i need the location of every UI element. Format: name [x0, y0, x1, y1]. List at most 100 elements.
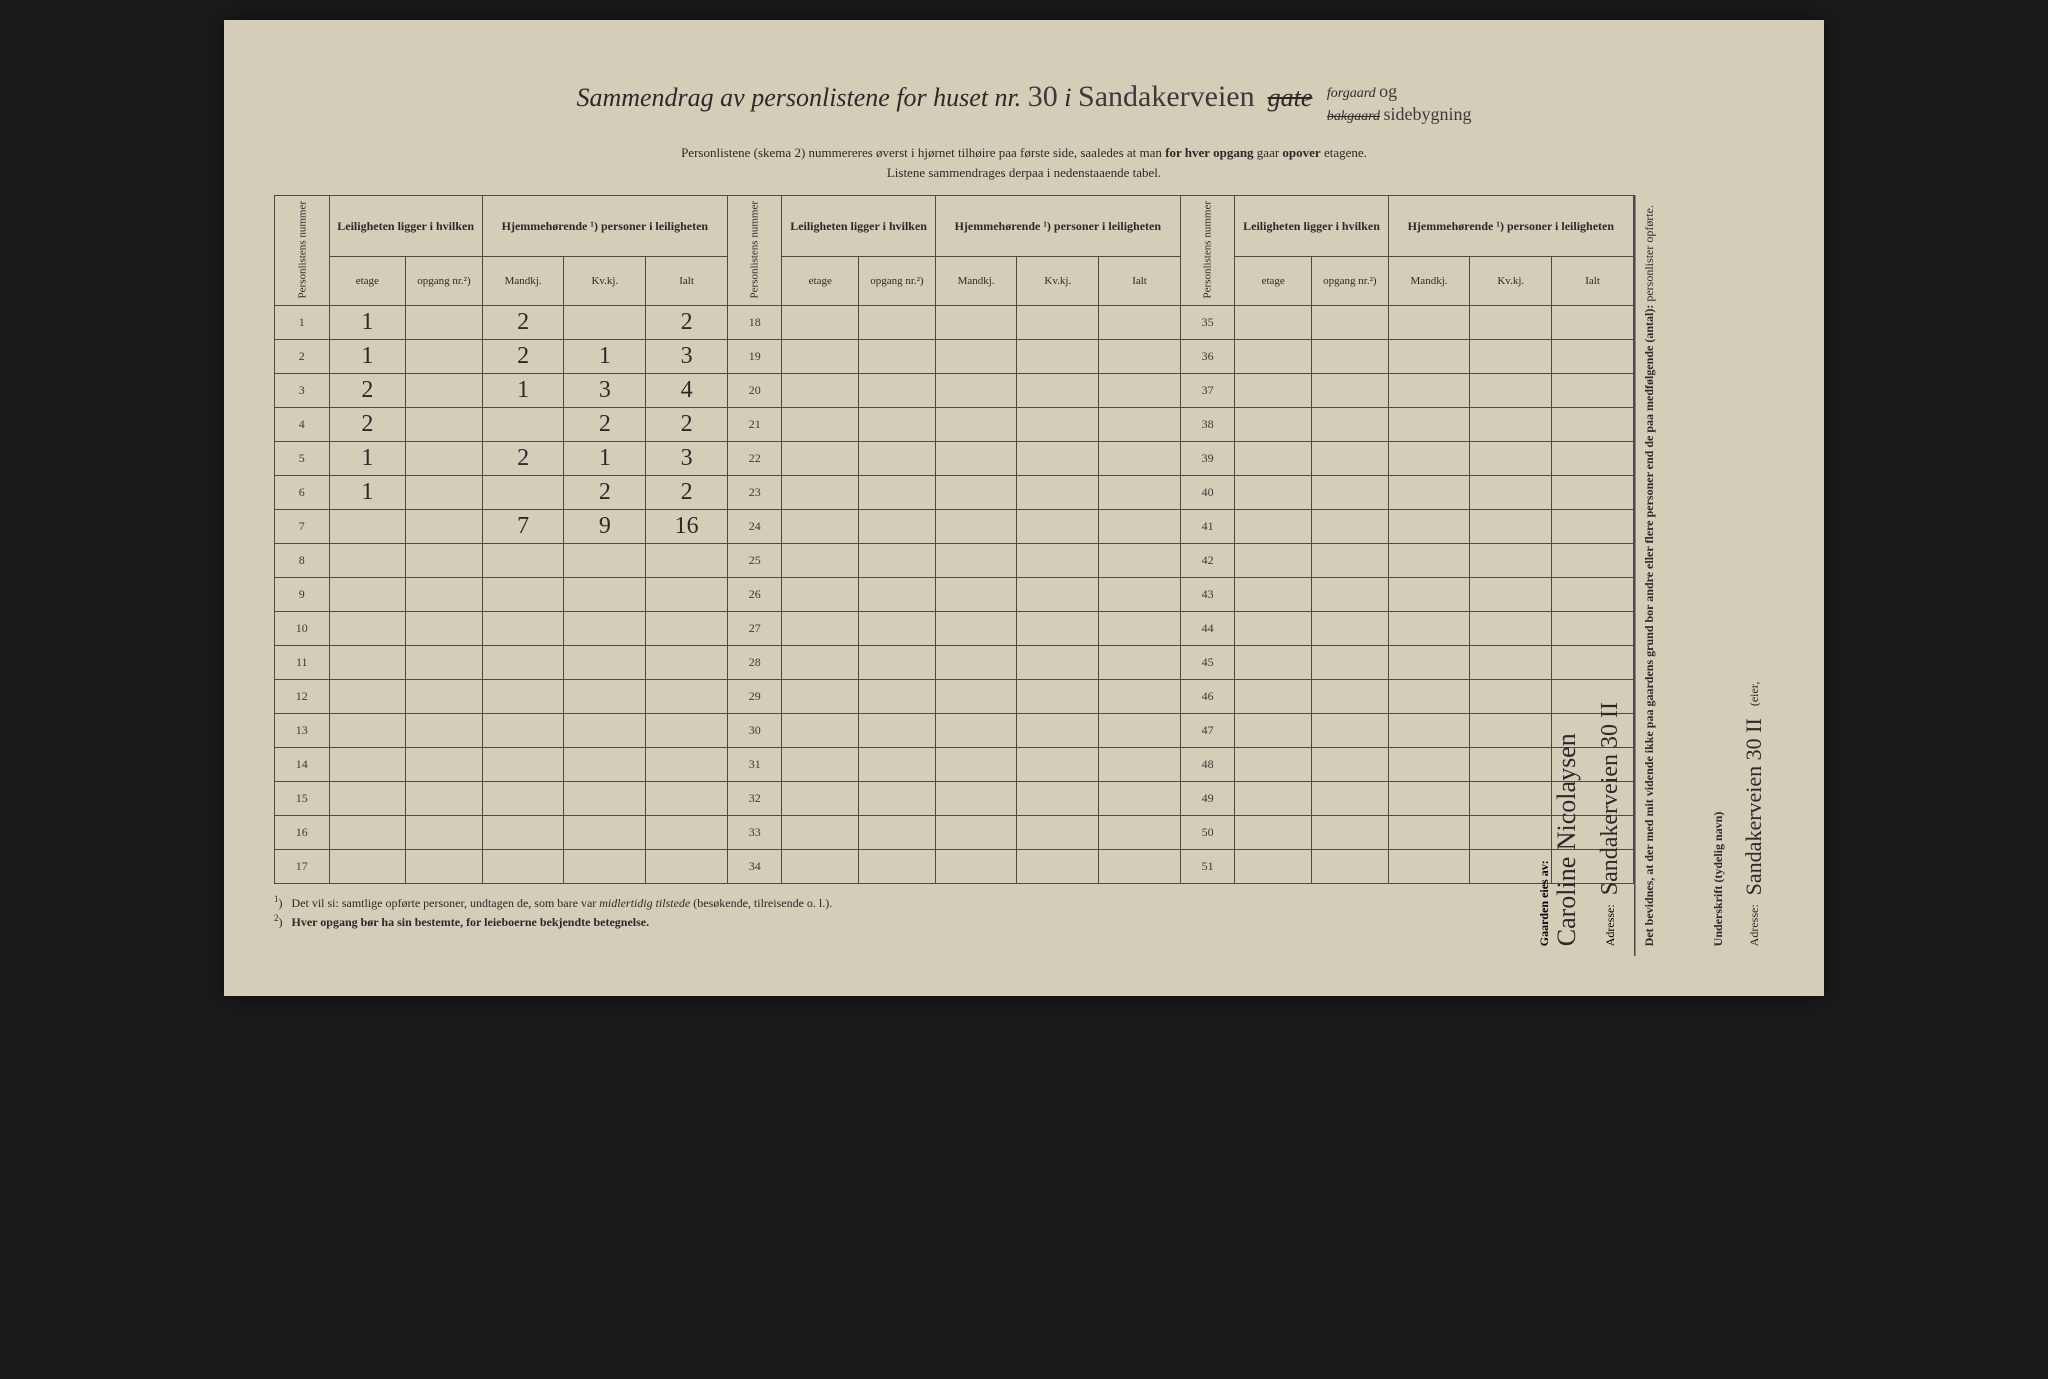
cell — [1017, 374, 1099, 408]
h-opgang-1: opgang nr.²) — [406, 257, 483, 306]
cell-kvkj — [564, 816, 646, 850]
cell-mandkj: 2 — [482, 442, 564, 476]
row-num: 8 — [275, 544, 330, 578]
cell-ialt: 2 — [646, 408, 728, 442]
cell — [859, 782, 936, 816]
row-num: 44 — [1180, 612, 1235, 646]
cell — [1099, 340, 1181, 374]
cell — [1312, 612, 1389, 646]
cell — [1388, 612, 1470, 646]
cell — [1099, 816, 1181, 850]
cell — [1312, 782, 1389, 816]
table-row: 163350 — [275, 816, 1634, 850]
row-num: 41 — [1180, 510, 1235, 544]
cell — [782, 816, 859, 850]
cell — [1312, 714, 1389, 748]
h-mandkj-1: Mandkj. — [482, 257, 564, 306]
cell — [782, 782, 859, 816]
cell — [1470, 340, 1552, 374]
cell — [782, 850, 859, 884]
cell — [1552, 442, 1634, 476]
cell — [1017, 850, 1099, 884]
cell-opgang — [406, 782, 483, 816]
table-row: 779162441 — [275, 510, 1634, 544]
row-num: 10 — [275, 612, 330, 646]
cell — [1388, 306, 1470, 340]
cell — [859, 510, 936, 544]
cell — [782, 646, 859, 680]
cell — [1470, 646, 1552, 680]
cell — [1312, 408, 1389, 442]
cell — [1235, 850, 1312, 884]
cell — [1235, 340, 1312, 374]
row-num: 14 — [275, 748, 330, 782]
cell — [859, 612, 936, 646]
cell — [1235, 578, 1312, 612]
cell — [1099, 374, 1181, 408]
table-row: 173451 — [275, 850, 1634, 884]
cell-opgang — [406, 680, 483, 714]
cell — [1312, 442, 1389, 476]
footnote-2: 2) Hver opgang bør ha sin bestemte, for … — [274, 913, 1634, 930]
corner-notes: forgaard og bakgaard sidebygning — [1327, 80, 1472, 127]
row-num: 34 — [727, 850, 782, 884]
table-row: 102744 — [275, 612, 1634, 646]
h-mandkj-3: Mandkj. — [1388, 257, 1470, 306]
row-num: 43 — [1180, 578, 1235, 612]
cell — [1388, 340, 1470, 374]
h-leiligheten-3: Leiligheten ligger i hvilken — [1235, 195, 1388, 257]
cell — [1312, 544, 1389, 578]
h-personlistens-2: Personlistens nummer — [727, 195, 782, 305]
cell-mandkj — [482, 714, 564, 748]
row-num: 12 — [275, 680, 330, 714]
cell — [1099, 850, 1181, 884]
cell-opgang — [406, 578, 483, 612]
cell — [1235, 374, 1312, 408]
cell — [1235, 646, 1312, 680]
cell-ialt: 4 — [646, 374, 728, 408]
row-num: 40 — [1180, 476, 1235, 510]
cell — [1552, 612, 1634, 646]
cell — [1312, 748, 1389, 782]
cell — [1235, 782, 1312, 816]
cell — [1388, 816, 1470, 850]
table-row: 11221835 — [275, 306, 1634, 340]
cell — [1017, 476, 1099, 510]
table-row: 112845 — [275, 646, 1634, 680]
h-opgang-3: opgang nr.²) — [1312, 257, 1389, 306]
row-num: 42 — [1180, 544, 1235, 578]
row-num: 7 — [275, 510, 330, 544]
cell — [935, 748, 1017, 782]
cell — [1017, 340, 1099, 374]
cell — [859, 816, 936, 850]
cell-mandkj — [482, 476, 564, 510]
cell-ialt: 3 — [646, 340, 728, 374]
cell-kvkj — [564, 850, 646, 884]
cell — [1552, 476, 1634, 510]
cell — [1470, 510, 1552, 544]
row-num: 25 — [727, 544, 782, 578]
h-etage-2: etage — [782, 257, 859, 306]
row-num: 17 — [275, 850, 330, 884]
cell-mandkj — [482, 850, 564, 884]
cell — [1388, 646, 1470, 680]
h-hjemme-1: Hjemmehørende ¹) personer i leiligheten — [482, 195, 727, 257]
cell-etage: 1 — [329, 340, 406, 374]
cell — [1099, 306, 1181, 340]
cell-kvkj: 1 — [564, 442, 646, 476]
cell — [935, 850, 1017, 884]
title-i: i — [1064, 83, 1071, 112]
cell-kvkj: 3 — [564, 374, 646, 408]
cell — [1470, 408, 1552, 442]
cell — [1017, 510, 1099, 544]
cell — [1235, 476, 1312, 510]
bakgaard-strike: bakgaard — [1327, 109, 1380, 124]
row-num: 30 — [727, 714, 782, 748]
title-line: Sammendrag av personlistene for huset nr… — [274, 80, 1774, 127]
row-num: 22 — [727, 442, 782, 476]
row-num: 37 — [1180, 374, 1235, 408]
cell-etage: 2 — [329, 374, 406, 408]
cell-etage — [329, 680, 406, 714]
cell — [1099, 646, 1181, 680]
h-kvkj-1: Kv.kj. — [564, 257, 646, 306]
